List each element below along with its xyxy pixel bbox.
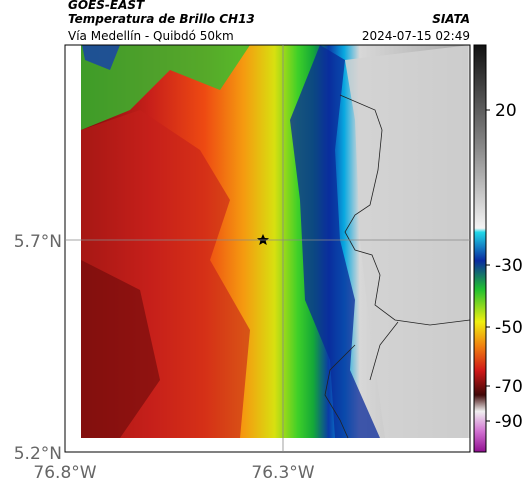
lat-label: 5.7°N xyxy=(14,232,62,252)
colorbar-tick-label: -70 xyxy=(495,377,523,397)
colorbar xyxy=(473,44,487,453)
colorbar-tick-label: -30 xyxy=(495,256,523,276)
lat-label: 5.2°N xyxy=(14,444,62,464)
source: SIATA xyxy=(432,12,470,26)
colorbar-ticks: 20 -30 -50 -70 -90 xyxy=(486,101,523,432)
colorbar-tick-label: -50 xyxy=(495,318,523,338)
lon-label: 76.8°W xyxy=(33,463,96,483)
route: Vía Medellín - Quibdó 50km xyxy=(68,29,234,43)
colorbar-tick-label: -90 xyxy=(495,412,523,432)
satellite: GOES-EAST xyxy=(68,0,145,12)
map-frame xyxy=(64,44,471,453)
colorbar-tick-label: 20 xyxy=(495,101,517,121)
lon-label: 76.3°W xyxy=(251,463,314,483)
map-image xyxy=(81,45,471,439)
product: Temperatura de Brillo CH13 xyxy=(68,12,255,26)
datetime: 2024-07-15 02:49 xyxy=(362,29,470,43)
